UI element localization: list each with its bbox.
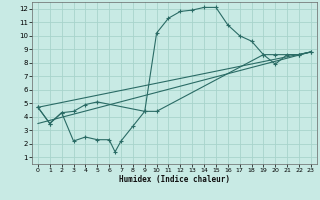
X-axis label: Humidex (Indice chaleur): Humidex (Indice chaleur) [119, 175, 230, 184]
